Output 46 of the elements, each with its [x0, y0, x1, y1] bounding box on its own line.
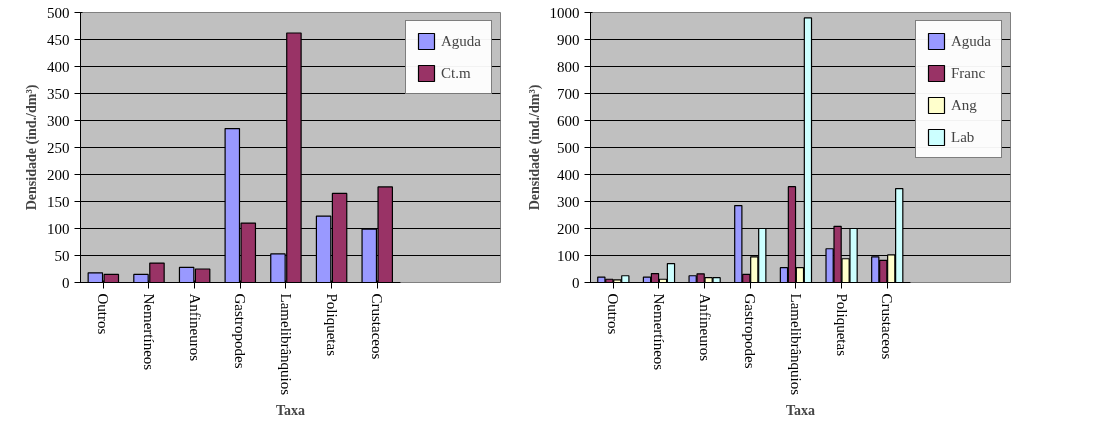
legend-label: Aguda — [951, 32, 991, 50]
y-tick-label: 150 — [47, 193, 70, 210]
x-tick-label: Crustaceos — [369, 293, 386, 360]
x-tick-label: Anfineuros — [186, 293, 203, 362]
y-axis-title: Densidade (ind./dm³) — [526, 84, 543, 211]
legend-label: Ct.m — [441, 64, 471, 82]
x-tick-label: Poliquetas — [323, 293, 340, 357]
x-axis-title: Taxa — [785, 403, 816, 419]
y-tick-label: 450 — [47, 31, 70, 48]
x-tick-label: Lamelibrânquios — [277, 293, 294, 396]
x-tick-label: Anfineuros — [696, 293, 713, 362]
y-tick-label: 500 — [47, 4, 70, 21]
x-tick-label: Poliquetas — [833, 293, 850, 357]
y-tick-label: 300 — [47, 112, 70, 129]
y-tick-label: 700 — [557, 85, 580, 102]
y-tick-label: 400 — [557, 166, 580, 183]
y-tick-label: 350 — [47, 85, 70, 102]
x-tick-label: Gastropodes — [742, 293, 759, 369]
y-tick-label: 300 — [557, 193, 580, 210]
x-tick-label: Lamelibrânquios — [787, 293, 804, 396]
y-tick-label: 50 — [54, 247, 70, 264]
y-tick-label: 250 — [47, 139, 70, 156]
y-tick-label: 200 — [47, 166, 70, 183]
y-tick-label: 600 — [557, 112, 580, 129]
x-tick-label: Crustaceos — [879, 293, 896, 360]
x-tick-label: Outros — [95, 293, 112, 335]
legend-label: Aguda — [441, 32, 481, 50]
x-tick-label: Nemertíneos — [140, 293, 157, 371]
y-tick-label: 500 — [557, 139, 580, 156]
y-tick-label: 800 — [557, 58, 580, 75]
y-tick-label: 900 — [557, 31, 580, 48]
y-tick-label: 200 — [557, 220, 580, 237]
x-axis-title: Taxa — [275, 403, 306, 419]
y-tick-label: 100 — [557, 247, 580, 264]
y-tick-label: 0 — [572, 274, 580, 291]
x-tick-label: Nemertíneos — [650, 293, 667, 371]
y-axis-title: Densidade (ind./dm³) — [24, 84, 40, 211]
y-tick-label: 400 — [47, 58, 70, 75]
legend-label: Ang — [951, 96, 977, 114]
y-tick-label: 0 — [62, 274, 70, 291]
y-tick-label: 1000 — [549, 4, 580, 21]
y-tick-label: 100 — [47, 220, 70, 237]
x-tick-label: Outros — [605, 293, 622, 335]
legend-label: Franc — [951, 64, 986, 82]
legend-label: Lab — [951, 128, 975, 146]
x-tick-label: Gastropodes — [232, 293, 249, 369]
